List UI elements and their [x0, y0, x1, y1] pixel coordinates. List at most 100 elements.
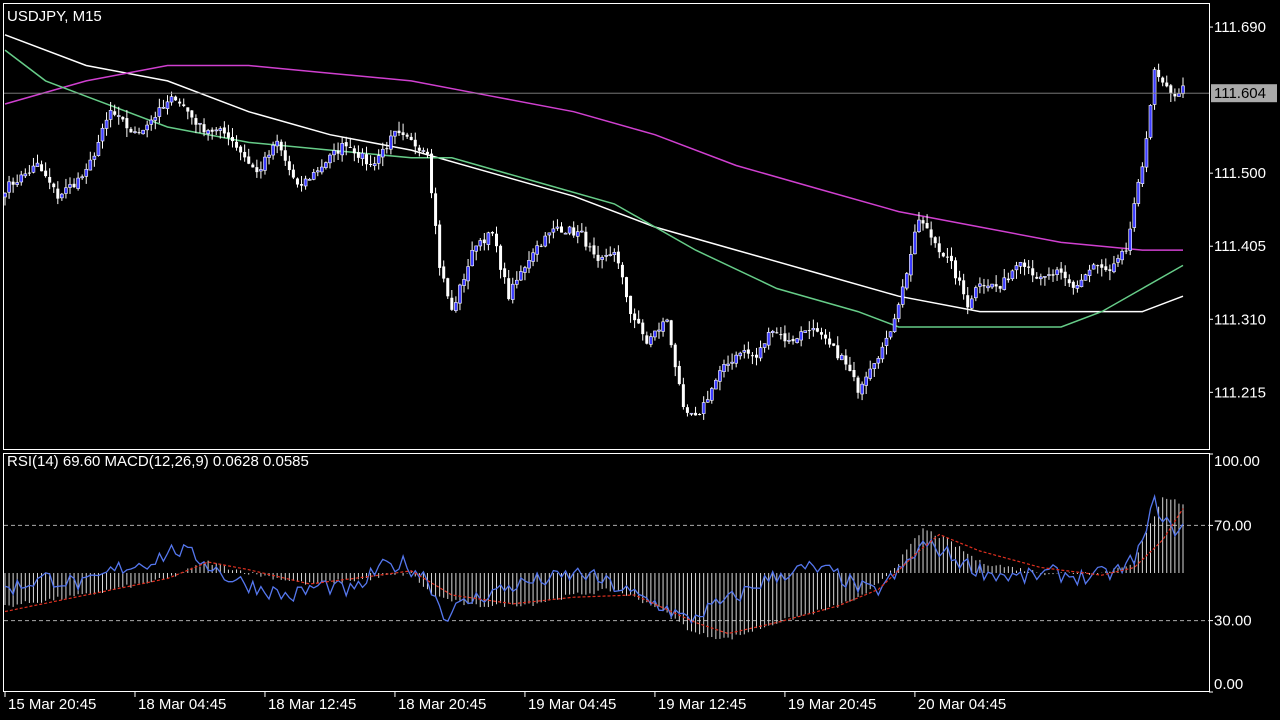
- candle: [994, 275, 998, 292]
- candle-body: [1120, 251, 1124, 261]
- candle-body: [340, 143, 344, 156]
- candle: [283, 141, 287, 166]
- candle-body: [787, 339, 791, 342]
- candle: [795, 337, 799, 344]
- candle-body: [1144, 138, 1149, 168]
- time-tick-label: 19 Mar 12:45: [658, 696, 746, 713]
- candle-body: [303, 178, 308, 187]
- candle-body: [832, 343, 836, 346]
- candle: [775, 327, 779, 334]
- candle: [535, 240, 539, 262]
- candle-body: [1079, 279, 1084, 288]
- candle-body: [259, 169, 263, 172]
- candle-body: [1063, 271, 1067, 279]
- candle: [783, 325, 787, 348]
- candle: [880, 342, 885, 363]
- candle: [259, 161, 263, 179]
- candle: [1031, 260, 1035, 283]
- candle: [397, 121, 401, 136]
- candle-body: [1181, 85, 1185, 95]
- candle: [803, 330, 808, 333]
- candle: [96, 134, 101, 157]
- candle: [1100, 259, 1104, 277]
- candle-body: [133, 131, 137, 133]
- candle-body: [7, 181, 11, 193]
- candle: [909, 245, 913, 282]
- candle-body: [645, 335, 649, 344]
- candle: [466, 258, 470, 290]
- candle: [113, 104, 117, 117]
- candle-body: [539, 245, 543, 247]
- candle: [1104, 258, 1108, 272]
- candle-body: [852, 370, 856, 378]
- candle: [641, 319, 645, 341]
- candle: [417, 144, 421, 157]
- candle: [482, 232, 486, 251]
- candle: [941, 252, 945, 258]
- candle: [580, 223, 584, 233]
- candle-body: [531, 252, 535, 262]
- candle: [474, 245, 479, 261]
- candle-body: [332, 150, 336, 156]
- candle-body: [80, 176, 84, 179]
- candle: [385, 141, 389, 154]
- candle: [3, 192, 7, 206]
- candle: [839, 353, 844, 361]
- candle-body: [35, 162, 40, 167]
- candle-body: [954, 260, 958, 279]
- moving-average-line: [4, 64, 1183, 251]
- candle-body: [974, 287, 978, 299]
- candle-body: [27, 172, 31, 174]
- candle: [604, 248, 608, 262]
- candle-body: [868, 368, 873, 379]
- candle-body: [1014, 265, 1019, 271]
- candle: [356, 145, 360, 163]
- candle-body: [446, 278, 450, 297]
- symbol-title: USDJPY, M15: [7, 8, 102, 25]
- candle-body: [369, 163, 373, 165]
- candle: [72, 178, 76, 189]
- candle-body: [1035, 276, 1039, 279]
- candle-body: [113, 111, 117, 115]
- indicator-title: RSI(14) 69.60 MACD(12,26,9) 0.0628 0.058…: [7, 453, 309, 470]
- candle-body: [1132, 203, 1137, 228]
- candle-body: [1100, 264, 1104, 268]
- candle-body: [230, 137, 234, 142]
- candle: [1087, 264, 1092, 283]
- candle: [677, 360, 681, 386]
- candle-body: [665, 319, 669, 322]
- time-tick-label: 18 Mar 20:45: [398, 696, 486, 713]
- candle: [307, 177, 312, 181]
- candle: [486, 231, 491, 251]
- candle: [1165, 75, 1169, 88]
- candle: [799, 326, 803, 347]
- candle: [291, 164, 295, 180]
- candle: [665, 318, 669, 323]
- candle: [969, 295, 974, 310]
- candle: [608, 246, 613, 257]
- candle: [998, 285, 1002, 293]
- price-tick-label: 111.500: [1214, 165, 1266, 182]
- candle-body: [470, 249, 474, 267]
- candle: [68, 177, 72, 194]
- candle-body: [307, 179, 312, 181]
- candle: [917, 211, 921, 233]
- candle: [742, 344, 747, 359]
- candle-body: [3, 192, 7, 198]
- candle-body: [1173, 93, 1177, 97]
- candle: [852, 361, 856, 382]
- candle-body: [864, 376, 868, 386]
- candle: [108, 101, 113, 128]
- candle: [311, 168, 316, 181]
- candle: [929, 221, 933, 246]
- candle: [629, 295, 633, 323]
- candle: [718, 365, 722, 391]
- candle: [527, 251, 531, 274]
- candle-body: [803, 330, 808, 333]
- candle-body: [649, 336, 653, 345]
- candle-body: [397, 130, 401, 134]
- candle: [1181, 77, 1185, 98]
- candle-body: [596, 254, 600, 261]
- candle-body: [762, 343, 767, 348]
